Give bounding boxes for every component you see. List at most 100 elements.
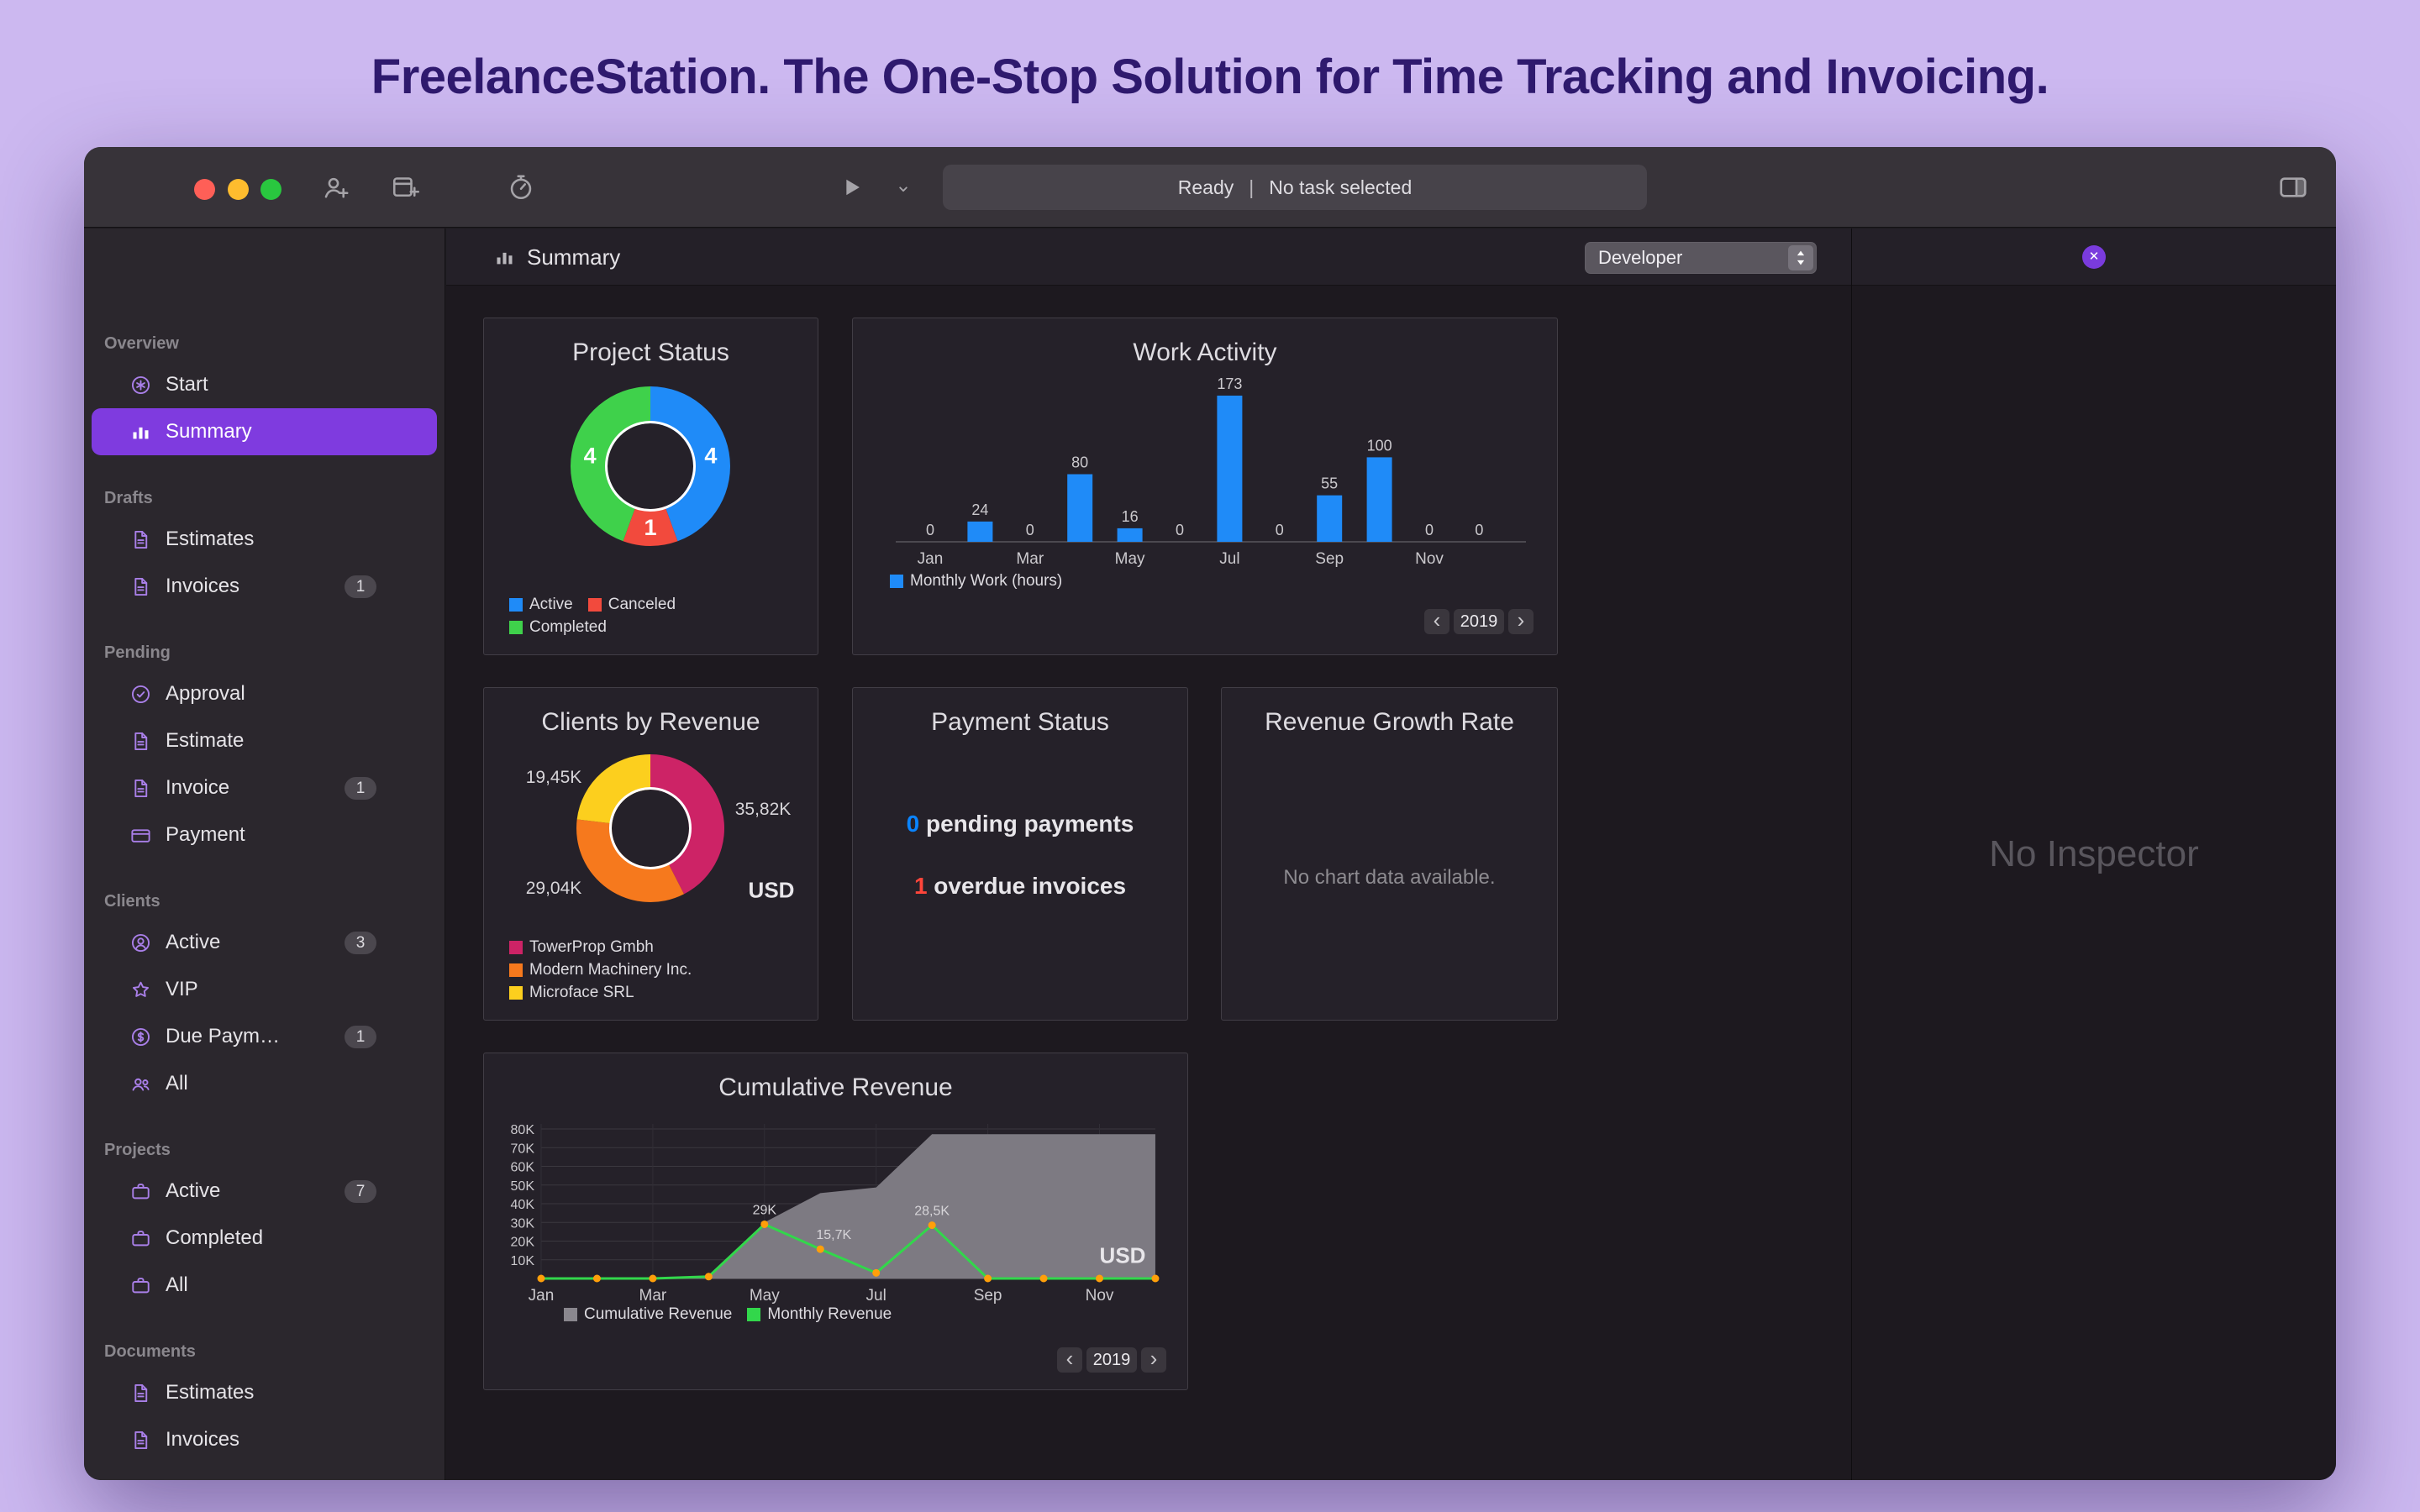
minimize-window-button[interactable]	[228, 179, 249, 200]
svg-text:70K: 70K	[511, 1142, 535, 1156]
sidebar-item-approval[interactable]: Approval	[92, 670, 437, 717]
sidebar-item-due-paym[interactable]: Due Paym… 1	[92, 1013, 437, 1060]
svg-text:Mar: Mar	[1016, 550, 1044, 568]
cumulative-revenue-card: Cumulative Revenue 10K 20K 30K 40K 50K 60K 70K…	[483, 1053, 1188, 1390]
add-client-button[interactable]	[321, 172, 351, 202]
popup-arrows-icon	[1788, 245, 1813, 270]
page-title: Summary	[527, 244, 621, 270]
sidebar-item-start[interactable]: Start	[92, 361, 437, 408]
timer-button[interactable]	[506, 172, 536, 202]
legend-item: Monthly Work (hours)	[890, 572, 1062, 591]
legend-item: Monthly Revenue	[747, 1305, 892, 1324]
document-icon	[129, 575, 152, 598]
sidebar-item-all[interactable]: All	[92, 1060, 437, 1107]
add-project-button[interactable]	[390, 172, 420, 202]
sidebar-item-active[interactable]: Active 7	[92, 1168, 437, 1215]
sidebar-item-label: All	[166, 1273, 188, 1296]
sidebar-item-label: VIP	[166, 978, 198, 1000]
svg-text:40K: 40K	[511, 1198, 535, 1212]
task-dropdown-chevron-icon[interactable]	[892, 178, 914, 200]
legend-swatch	[747, 1308, 761, 1321]
svg-text:Jan: Jan	[529, 1287, 555, 1305]
sidebar-item-label: Payment	[166, 823, 245, 846]
pending-payments-count: 0	[906, 811, 920, 837]
svg-text:15,7K: 15,7K	[816, 1228, 851, 1242]
sidebar-item-active[interactable]: Active 3	[92, 919, 437, 966]
status-task-text: No task selected	[1269, 176, 1413, 198]
sidebar-item-label: Due Paym…	[166, 1025, 281, 1047]
sidebar-item-label: All	[166, 1072, 188, 1095]
next-year-button[interactable]: ›	[1508, 609, 1534, 634]
toggle-inspector-button[interactable]	[2277, 171, 2309, 203]
summary-filter-dropdown[interactable]: Developer	[1585, 242, 1817, 274]
svg-text:4: 4	[704, 443, 717, 468]
sidebar-item-invoice[interactable]: Invoice 1	[92, 764, 437, 811]
svg-text:20K: 20K	[511, 1236, 535, 1250]
legend-item: Canceled	[587, 596, 676, 614]
legend-item: Modern Machinery Inc.	[509, 961, 692, 979]
sidebar-item-estimate[interactable]: Estimate	[92, 717, 437, 764]
start-task-play-button[interactable]	[837, 173, 865, 202]
pending-payments-line: 0 pending payments	[853, 811, 1187, 837]
svg-text:Sep: Sep	[974, 1287, 1002, 1305]
card-title: Revenue Growth Rate	[1265, 708, 1514, 736]
year-label: 2019	[1454, 609, 1504, 634]
svg-text:100: 100	[1367, 437, 1392, 454]
sidebar-item-label: Active	[166, 931, 221, 953]
sidebar-item-all[interactable]: All	[92, 1262, 437, 1309]
sidebar-section: Projects Active 7 Completed All	[84, 1132, 445, 1309]
sidebar-item-vip[interactable]: VIP	[92, 966, 437, 1013]
svg-text:May: May	[750, 1287, 780, 1305]
inspector-placeholder: No Inspector	[1989, 833, 2199, 874]
sidebar-section: Overview Start Summary	[84, 326, 445, 455]
count-badge: 1	[345, 575, 376, 598]
svg-text:80: 80	[1071, 454, 1088, 471]
sidebar-item-invoices[interactable]: Invoices	[92, 1416, 437, 1463]
svg-text:4: 4	[584, 443, 597, 468]
donut-value-label: 29,04K	[525, 879, 582, 898]
previous-year-button[interactable]: ‹	[1057, 1347, 1082, 1373]
svg-text:0: 0	[1475, 522, 1483, 538]
card-title: Work Activity	[1133, 339, 1277, 366]
sidebar-section: Clients Active 3 VIP Due Paym… 1 All	[84, 884, 445, 1107]
svg-text:Sep: Sep	[1315, 550, 1344, 568]
work-activity-card: Work Activity 0 Jan 24 0 Mar 80 16 May 0 173 Jul 0 5…	[852, 318, 1558, 655]
cumulative-revenue-legend: Cumulative Revenue Monthly Revenue	[564, 1305, 907, 1328]
zoom-window-button[interactable]	[260, 179, 281, 200]
cumulative-revenue-line-chart: 10K 20K 30K 40K 50K 60K 70K 80K 29K 15,7K 28,5K Jan…	[511, 1123, 1160, 1305]
sidebar-item-invoices[interactable]: Invoices 1	[92, 563, 437, 610]
sidebar-item-completed[interactable]: Completed	[92, 1215, 437, 1262]
sidebar-item-label: Estimates	[166, 528, 255, 550]
document-icon	[129, 777, 152, 800]
sidebar-item-estimates[interactable]: Estimates	[92, 516, 437, 563]
document-icon	[129, 730, 152, 753]
svg-text:Jan: Jan	[918, 550, 944, 568]
sidebar-item-estimates[interactable]: Estimates	[92, 1369, 437, 1416]
svg-text:60K: 60K	[511, 1161, 535, 1175]
previous-year-button[interactable]: ‹	[1424, 609, 1449, 634]
donut-value-label: 19,45K	[525, 768, 582, 787]
overdue-invoices-line: 1 overdue invoices	[853, 873, 1187, 900]
work-activity-legend: Monthly Work (hours)	[890, 572, 1077, 595]
legend-swatch	[890, 575, 903, 588]
sidebar-item-summary[interactable]: Summary	[92, 408, 437, 455]
clients-by-revenue-card: Clients by Revenue TowerProp Gmbh Modern …	[483, 687, 818, 1021]
close-window-button[interactable]	[194, 179, 215, 200]
legend-swatch	[509, 598, 523, 612]
sidebar-item-label: Invoice	[166, 776, 230, 799]
sidebar-item-label: Completed	[166, 1226, 264, 1249]
svg-text:May: May	[1115, 550, 1145, 568]
inspector-header: ✕	[1852, 228, 2336, 286]
svg-text:173: 173	[1217, 375, 1242, 392]
legend-item: Active	[509, 596, 573, 614]
pending-payments-label: pending payments	[919, 811, 1134, 837]
card-title: Project Status	[572, 339, 729, 366]
sidebar-item-label: Active	[166, 1179, 221, 1202]
close-inspector-icon[interactable]: ✕	[2082, 245, 2106, 269]
sidebar-item-payment[interactable]: Payment	[92, 811, 437, 858]
project-status-card: Project Status 4 1 4 Active Canceled Complet…	[483, 318, 818, 655]
next-year-button[interactable]: ›	[1141, 1347, 1166, 1373]
app-window: Ready | No task selected Overview Start Summ…	[84, 147, 2336, 1480]
legend-item: Cumulative Revenue	[564, 1305, 732, 1324]
svg-text:Jul: Jul	[1219, 550, 1239, 568]
